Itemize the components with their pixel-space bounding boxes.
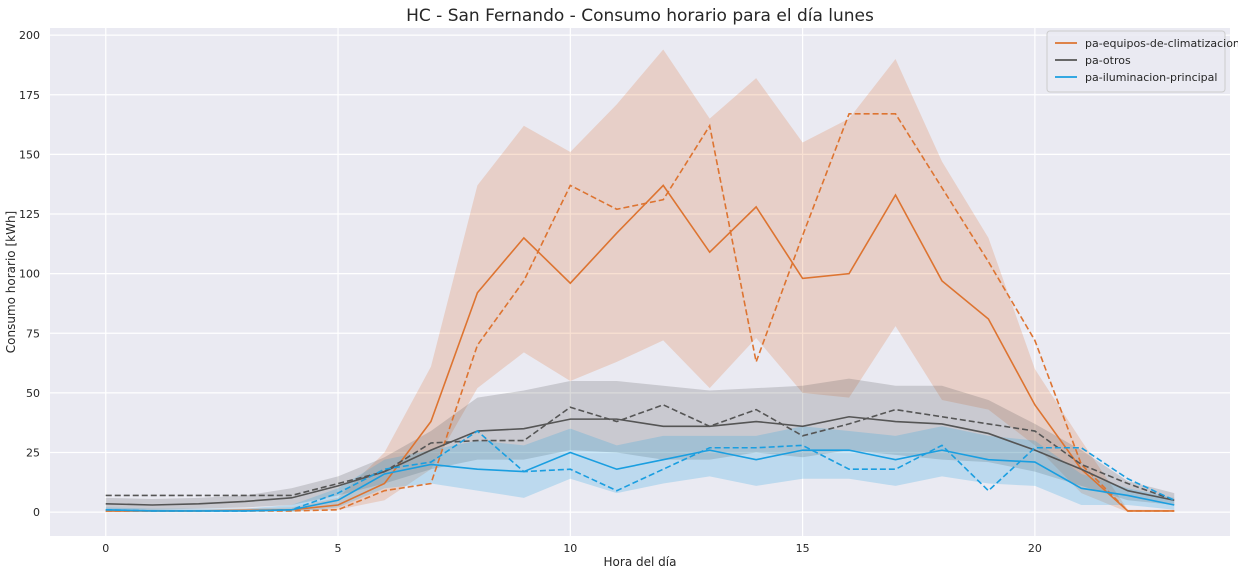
y-axis-label: Consumo horario [kWh]: [4, 211, 18, 353]
y-tick-label: 0: [33, 506, 40, 519]
x-tick-label: 0: [102, 542, 109, 555]
y-tick-label: 150: [19, 148, 40, 161]
series-lines: [105, 113, 1175, 512]
y-tick-label: 25: [26, 447, 40, 460]
legend-entry: pa-equipos-de-climatizacion: [1085, 37, 1238, 50]
chart-title: HC - San Fernando - Consumo horario para…: [406, 6, 874, 26]
series-line-pa-otros: [105, 415, 1175, 506]
legend: pa-equipos-de-climatizacion pa-otros pa-il…: [1046, 30, 1238, 93]
x-tick-label: 20: [1028, 542, 1042, 555]
series-line-pa-iluminacion-principal: [105, 449, 1175, 512]
grid-lines: [50, 28, 1230, 536]
confidence-band-pa-iluminacion-principal: [105, 426, 1175, 513]
x-axis-label: Hora del día: [604, 555, 677, 569]
x-tick-label: 10: [563, 542, 577, 555]
y-axis-ticks: 0 25 50 75 100 125 150 175 200: [19, 29, 40, 519]
legend-entry: pa-iluminacion-principal: [1085, 71, 1217, 84]
confidence-band-pa-equipos-de-climatizacion: [105, 49, 1175, 513]
y-tick-label: 200: [19, 29, 40, 42]
x-axis-ticks: 0 5 10 15 20: [102, 542, 1042, 555]
reference-line-pa-otros: [105, 403, 1175, 501]
legend-entry: pa-otros: [1085, 54, 1131, 67]
y-tick-label: 50: [26, 387, 40, 400]
y-tick-label: 100: [19, 268, 40, 281]
plot-background: [50, 28, 1230, 536]
y-tick-label: 175: [19, 89, 40, 102]
x-tick-label: 5: [335, 542, 342, 555]
y-tick-label: 75: [26, 327, 40, 340]
x-tick-label: 15: [796, 542, 810, 555]
y-tick-label: 125: [19, 208, 40, 221]
legend-box: [1046, 30, 1226, 93]
reference-line-pa-equipos-de-climatizacion: [105, 113, 1175, 512]
